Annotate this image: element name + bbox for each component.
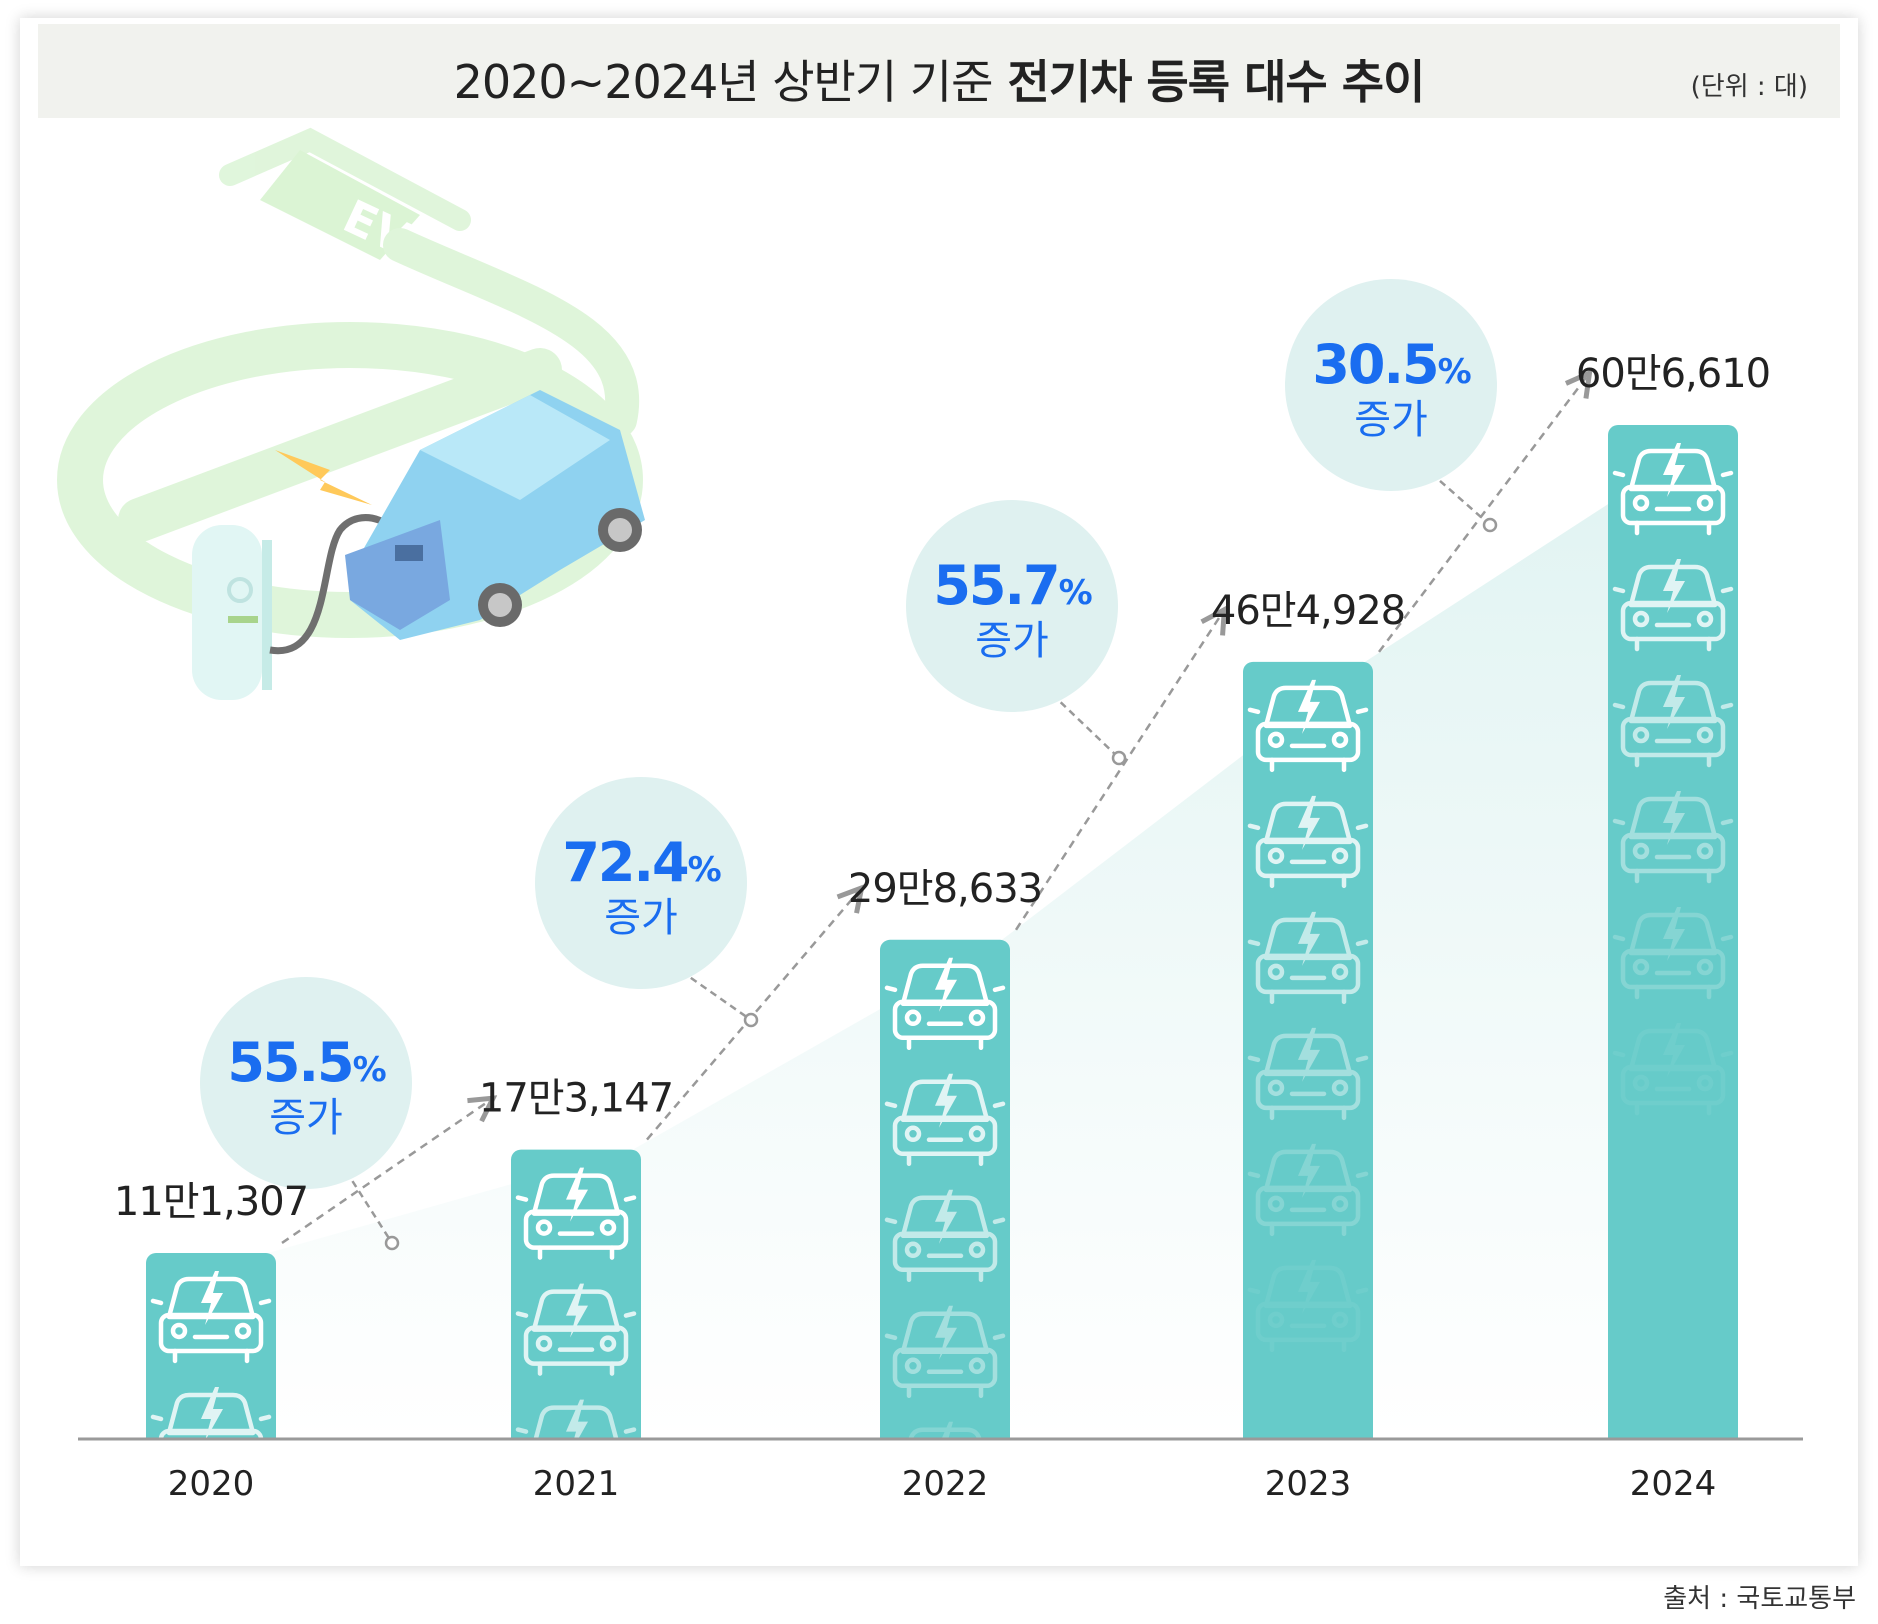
title-prefix: 2020~2024년 상반기 기준: [453, 55, 994, 109]
unit-label: (단위 : 대): [1690, 72, 1808, 102]
ev-car-icon: [1612, 791, 1734, 884]
growth-arrow: [1014, 612, 1223, 931]
chart-title: 2020~2024년 상반기 기준 전기차 등록 대수 추이: [38, 46, 1840, 112]
growth-word: 증가: [1354, 397, 1428, 443]
source-note: 출처 : 국토교통부: [1663, 1584, 1856, 1614]
ev-charging-car-icon: EV: [57, 127, 645, 700]
ev-car-icon: [150, 1386, 272, 1439]
ev-car-icon: [1612, 1023, 1734, 1116]
growth-bubble: [1285, 279, 1497, 491]
ev-car-icon: [1247, 1259, 1369, 1353]
growth-word: 증가: [975, 618, 1049, 664]
growth-arrow: [281, 1100, 491, 1244]
x-tick-label: 2020: [168, 1464, 255, 1504]
ev-car-icon: [884, 1305, 1006, 1399]
value-label: 60만6,610: [1576, 351, 1770, 397]
growth-word: 증가: [604, 895, 678, 941]
growth-arrow: [646, 890, 860, 1141]
connector-dot: [1482, 517, 1498, 533]
ev-car-icon: [1247, 1143, 1369, 1237]
connector-dot: [1111, 750, 1127, 766]
title-main: 전기차 등록 대수 추이: [1007, 55, 1425, 109]
x-tick-label: 2021: [533, 1464, 620, 1504]
ev-car-icon: [1247, 911, 1369, 1005]
value-label: 46만4,928: [1211, 588, 1405, 634]
value-label: 29만8,633: [848, 866, 1042, 912]
value-label: 17만3,147: [479, 1076, 673, 1122]
ev-car-icon: [515, 1399, 637, 1439]
connector-dot: [743, 1012, 759, 1028]
ev-car-icon: [1247, 679, 1369, 773]
growth-bubble: [535, 777, 747, 989]
ev-car-icon: [884, 957, 1006, 1051]
ev-car-icon: [1247, 795, 1369, 889]
growth-arrow: [1378, 375, 1588, 653]
ev-car-icon: [1612, 675, 1734, 768]
x-tick-label: 2023: [1265, 1464, 1352, 1504]
ev-car-icon: [1247, 1027, 1369, 1121]
value-label: 11만1,307: [114, 1179, 308, 1225]
ev-car-icon: [884, 1189, 1006, 1283]
ev-car-icon: [515, 1167, 637, 1260]
growth-word: 증가: [269, 1095, 343, 1141]
ev-car-icon: [900, 1421, 990, 1439]
ev-car-icon: [1612, 443, 1734, 536]
x-tick-label: 2024: [1630, 1464, 1717, 1504]
ev-car-icon: [150, 1270, 272, 1364]
connector-dot: [384, 1235, 400, 1251]
growth-bubble: [200, 977, 412, 1189]
ev-car-icon: [515, 1283, 637, 1376]
ev-car-icon: [1612, 907, 1734, 1000]
x-tick-label: 2022: [902, 1464, 989, 1504]
ev-car-icon: [1612, 559, 1734, 652]
growth-bubble: [906, 500, 1118, 712]
title-bar: 2020~2024년 상반기 기준 전기차 등록 대수 추이 (단위 : 대): [38, 24, 1840, 118]
ev-car-icon: [884, 1073, 1006, 1167]
